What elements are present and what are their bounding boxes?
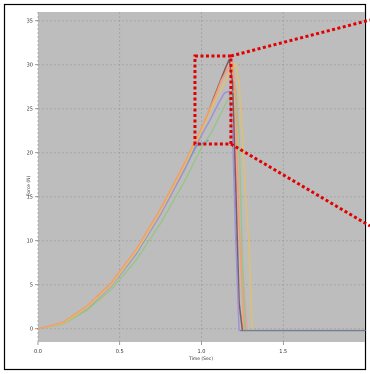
x-axis-ticks: 0.0 0.5 1.0 1.5: [34, 342, 287, 355]
series-layer: [37, 58, 366, 332]
zoom-callout: [193, 18, 370, 228]
series-line-5: [37, 88, 247, 332]
zoom-leader-bottom: [230, 142, 370, 228]
y-tick-label: 10: [27, 239, 33, 245]
series-line-6: [37, 63, 253, 332]
y-tick-label: 35: [27, 19, 33, 25]
x-tick-label: 1.0: [198, 349, 206, 355]
x-tick-label: 0.5: [116, 349, 124, 355]
x-tick-label: 1.5: [279, 349, 287, 355]
x-tick-label: 0.0: [34, 349, 42, 355]
y-axis-ticks: 0 5 10 15 20 25 30 35: [27, 19, 38, 333]
zoom-box: [193, 54, 233, 146]
series-line-7: [37, 61, 245, 332]
gridlines: [37, 12, 365, 342]
y-tick-label: 0: [30, 327, 33, 333]
y-tick-label: 30: [27, 63, 33, 69]
x-axis-title: Time (Sec): [188, 356, 213, 362]
y-axis-title: Force (N): [26, 176, 32, 197]
y-tick-label: 25: [27, 107, 33, 113]
y-tick-label: 15: [27, 195, 33, 201]
zoom-leader-top: [230, 18, 370, 58]
y-tick-label: 20: [27, 151, 33, 157]
y-tick-label: 5: [30, 283, 33, 289]
